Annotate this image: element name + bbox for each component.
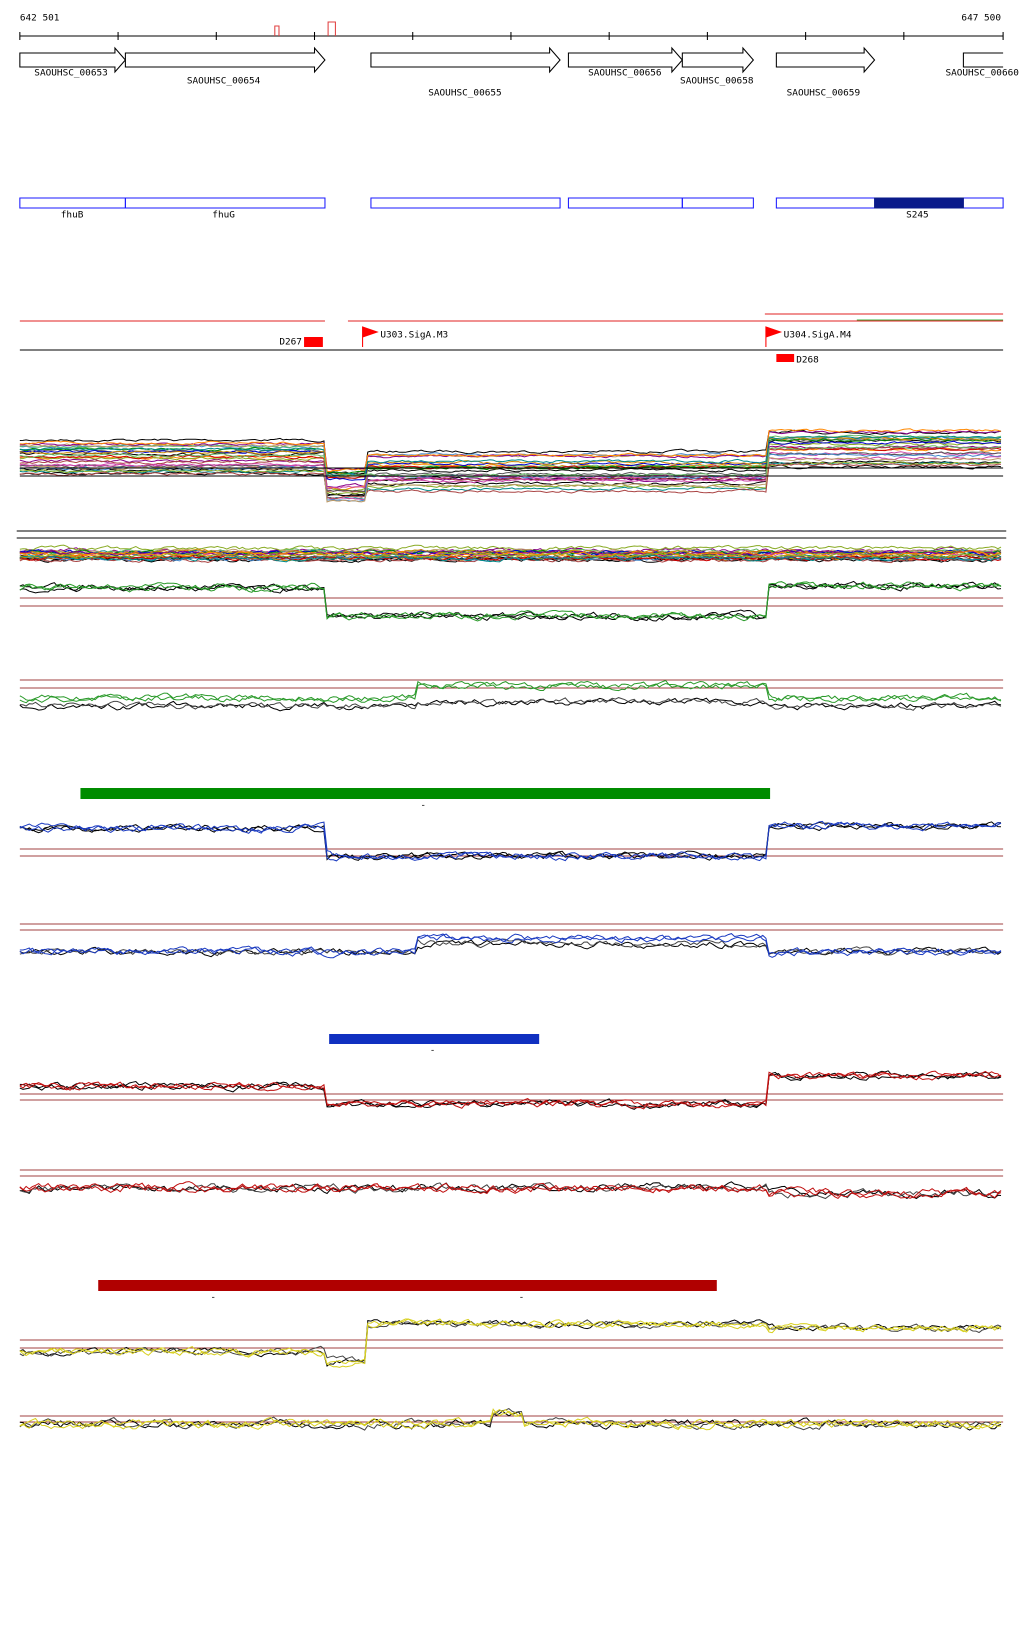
- trace: [19, 1319, 1002, 1364]
- ruler-ticks: [19, 32, 1004, 40]
- traces: [19, 428, 1004, 1431]
- gene-label: SAOUHSC_00655: [428, 88, 501, 99]
- trace: [19, 544, 1002, 553]
- trace: [19, 697, 1002, 712]
- feature-box: [124, 197, 326, 209]
- reg-label: D267: [279, 337, 302, 348]
- trace: [19, 551, 1002, 559]
- trace: [19, 435, 1002, 477]
- trace: [19, 554, 1002, 562]
- gene-label: SAOUHSC_00656: [588, 68, 661, 79]
- trace: [19, 938, 1002, 957]
- condition-bar: [98, 1280, 717, 1291]
- bar-mark: -: [430, 1045, 436, 1056]
- gene-label: SAOUHSC_00658: [680, 76, 753, 87]
- feature-box-filled: [874, 197, 964, 209]
- promoter-flag: [765, 326, 783, 347]
- trace: [19, 820, 1002, 862]
- trace: [19, 821, 1002, 862]
- gene-arrow: [124, 46, 326, 74]
- trace: [19, 1408, 1002, 1431]
- gene-arrow: [681, 46, 755, 74]
- trace: [19, 1070, 1002, 1110]
- trace: [19, 1070, 1002, 1109]
- coord-start: 642 501: [20, 13, 60, 24]
- trace: [19, 1182, 1002, 1200]
- trace: [19, 697, 1002, 711]
- trace: [19, 462, 1002, 500]
- trace: [19, 1408, 1002, 1431]
- feature-label: fhuG: [212, 210, 235, 221]
- trace: [19, 679, 1002, 704]
- trace: [19, 1408, 1002, 1431]
- trace: [19, 821, 1002, 861]
- bar-mark: -: [519, 1292, 525, 1303]
- reg-label: U304.SigA.M4: [784, 330, 852, 341]
- gene-arrow: [567, 46, 683, 74]
- trace: [19, 1181, 1002, 1199]
- trace: [19, 1410, 1002, 1431]
- gene-label: SAOUHSC_00659: [787, 88, 860, 99]
- feature-label: S245: [906, 210, 929, 221]
- promoter-flag: [362, 326, 379, 347]
- ruler-marks: [274, 21, 336, 36]
- reg-block: [304, 337, 323, 347]
- trace: [19, 1318, 1002, 1368]
- trace: [19, 436, 1002, 477]
- gene-arrow: [19, 46, 127, 74]
- trace: [19, 451, 1002, 492]
- feature-box: [370, 197, 561, 209]
- trace: [19, 581, 1002, 622]
- layout: [16, 21, 1007, 1291]
- reg-block: [776, 354, 795, 362]
- trace: [19, 446, 1002, 493]
- coord-end: 647 500: [961, 13, 1001, 24]
- trace: [19, 456, 1002, 490]
- gene-label: SAOUHSC_00654: [187, 76, 261, 87]
- trace: [19, 438, 1002, 475]
- trace: [19, 430, 1002, 471]
- gene-arrow: [775, 46, 876, 74]
- trace: [19, 939, 1002, 958]
- trace: [19, 680, 1002, 703]
- trace: [19, 933, 1002, 959]
- trace: [19, 1319, 1002, 1367]
- trace: [19, 549, 1002, 557]
- trace: [19, 581, 1002, 622]
- trace: [19, 554, 1002, 563]
- feature-box: [19, 197, 126, 209]
- trace: [19, 461, 1002, 495]
- gene-label: SAOUHSC_00660: [945, 68, 1018, 79]
- condition-bar: [329, 1034, 540, 1044]
- bar-mark: -: [420, 800, 426, 811]
- gene-label: SAOUHSC_00653: [34, 68, 107, 79]
- reg-label: U303.SigA.M3: [380, 330, 448, 341]
- trace: [19, 456, 1002, 503]
- reg-label: D268: [796, 355, 819, 366]
- gene-arrow: [962, 52, 1004, 68]
- feature-label: fhuB: [61, 210, 84, 221]
- feature-box: [567, 197, 683, 209]
- trace: [19, 428, 1002, 473]
- feature-box: [681, 197, 754, 209]
- gene-arrow: [370, 46, 561, 74]
- trace: [19, 1182, 1002, 1200]
- bar-mark: -: [210, 1292, 216, 1303]
- trace: [19, 444, 1002, 478]
- trace: [19, 440, 1002, 481]
- condition-bar: [80, 788, 771, 799]
- trace: [19, 933, 1002, 958]
